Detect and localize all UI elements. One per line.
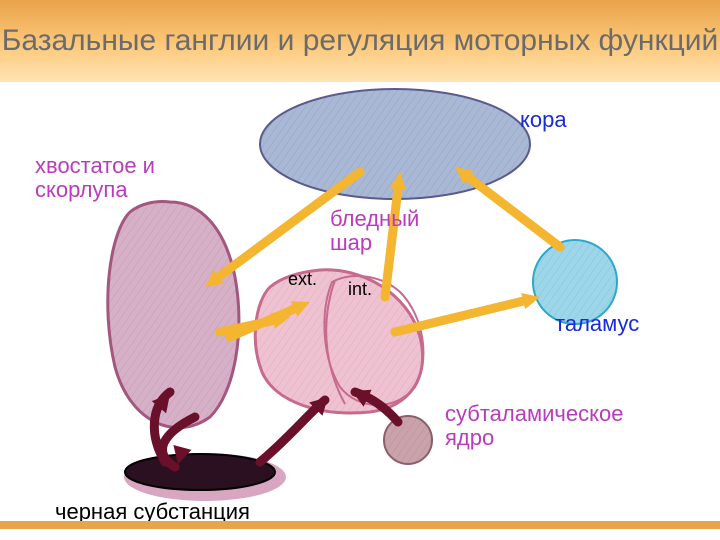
label-pallidum: бледный шар [330, 207, 419, 255]
label-caudate-putamen: хвостатое и скорлупа [35, 154, 155, 202]
diagram-area: кора хвостатое и скорлупа бледный шар та… [0, 82, 720, 530]
label-cortex: кора [520, 108, 567, 132]
diagram-svg [0, 82, 720, 530]
label-int: int. [348, 280, 372, 300]
footer-bar [0, 521, 720, 529]
label-ext: ext. [288, 270, 317, 290]
label-thalamus: таламус [555, 312, 639, 336]
header: Базальные ганглии и регуляция моторных ф… [0, 0, 720, 82]
label-subthalamic: субталамическое ядро [445, 402, 623, 450]
page-title: Базальные ганглии и регуляция моторных ф… [2, 24, 719, 59]
